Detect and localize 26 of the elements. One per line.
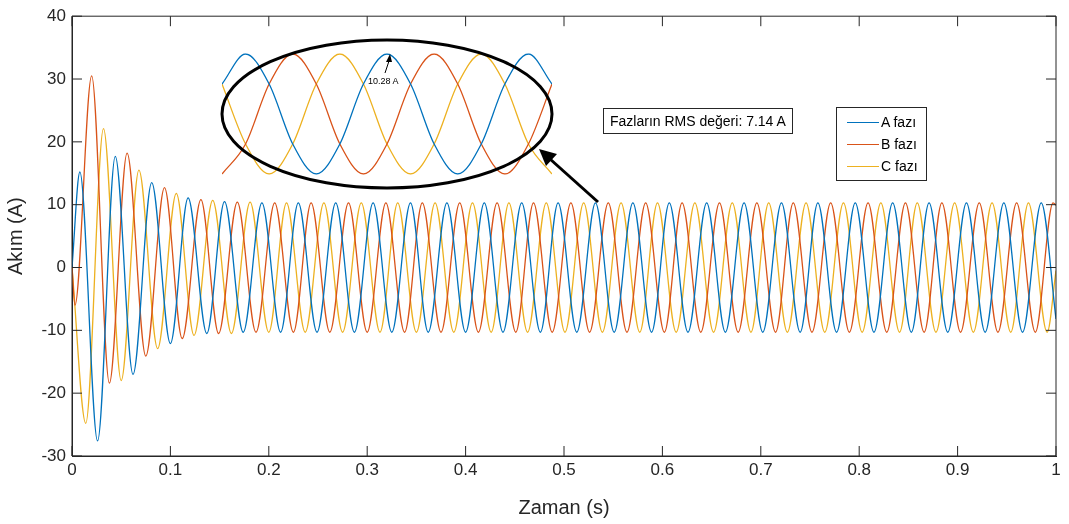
annotation: 10.28 A [368,76,399,86]
annotation: Fazların RMS değeri: 7.14 A [603,108,793,134]
y-tick-label: 20 [47,131,66,151]
legend-label: A fazı [881,114,917,130]
y-axis-title: Akım (A) [3,197,26,275]
line-series [72,75,1056,384]
y-tick-label: -30 [41,445,66,465]
x-tick-label: 0.1 [158,459,183,479]
y-tick-label: 40 [47,5,66,25]
legend-label: B fazı [881,136,917,152]
y-tick-label: 10 [47,194,66,214]
x-tick-label: 0.8 [847,459,872,479]
y-tick-label: 30 [47,68,66,88]
y-tick-label: 0 [56,257,66,277]
x-tick-label: 0.7 [748,459,773,479]
x-tick-label: 0.5 [552,459,576,479]
x-tick-label: 0.9 [945,459,970,479]
x-tick-label: 0.4 [453,459,478,479]
y-tick-label: -10 [41,320,66,340]
x-axis-title: Zaman (s) [518,495,610,518]
x-tick-label: 1 [1051,459,1061,479]
x-tick-label: 0.3 [355,459,380,479]
y-tick-label: -20 [41,382,66,402]
x-tick-label: 0.2 [256,459,281,479]
legend-label: C fazı [881,158,918,174]
x-tick-label: 0.6 [650,459,675,479]
